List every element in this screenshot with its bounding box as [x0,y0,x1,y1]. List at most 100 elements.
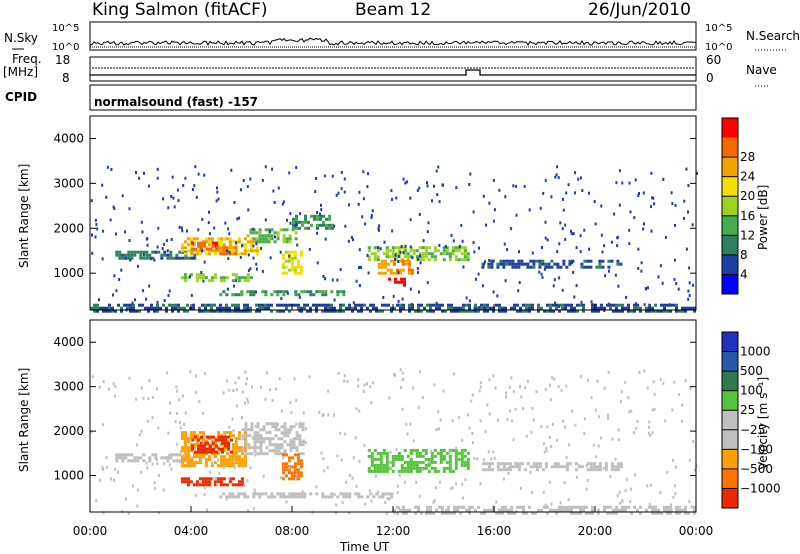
sky-panel-frame [89,21,697,51]
power-panel-region-4 [180,273,253,283]
colorbar-swatch [722,274,738,294]
velocity-colorbar-label: Velocity [m s⁻¹] [756,377,770,470]
y-tick-label: 1000 [53,266,84,280]
x-tick-label: 00:00 [679,524,714,538]
colorbar-swatch [722,118,738,138]
x-tick-label: 00:00 [73,524,108,538]
power-panel-region-12 [219,290,346,297]
velocity-panel-region-8 [219,492,394,499]
y-tick-label: 3000 [53,176,84,190]
power-panel-region-13 [90,303,696,313]
colorbar-swatch [722,429,738,450]
velocity-panel-region-9 [393,505,696,515]
velocity-panel-region-4 [241,422,305,456]
frequency-trace [90,69,696,76]
colorbar-swatch [722,332,738,352]
x-tick-label: 20:00 [578,524,613,538]
velocity-colorbar: 1000 500 100 25 −25 −100 −500 −1000 [721,331,781,509]
date-title: 26/Jun/2010 [588,0,691,20]
velocity-ylabel: Slant Range [km] [17,368,31,472]
power-panel-region-9 [377,259,414,275]
velocity-panel-region-7 [481,462,623,472]
power-colorbar-label: Power [dB] [756,185,770,250]
nave-right-label: Nave [746,63,777,77]
power-panel-region-10 [388,277,406,287]
y-tick-label: 4000 [53,335,84,349]
velocity-heatmap [90,368,698,515]
sky-tick-top: 10^5 [52,23,79,34]
colorbar-swatch [722,468,738,489]
x-tick-label: 16:00 [477,524,512,538]
colorbar-tick-label: 1000 [740,345,771,359]
x-tick-label: 04:00 [174,524,209,538]
colorbar-tick-label: −25 [740,423,765,437]
beam-title: Beam 12 [355,0,431,20]
colorbar-tick-label: 8 [740,248,748,262]
colorbar-swatch [722,176,738,197]
colorbar-swatch [722,449,738,469]
power-panel-region-7 [292,214,334,230]
station-title: King Salmon (fitACF) [92,0,268,20]
y-tick-label: 1000 [53,469,84,483]
freq-tick-bottom: 8 [62,71,70,85]
colorbar-tick-label: 24 [740,170,755,184]
velocity-panel-scatter [90,368,698,515]
freq-panel-frame [89,56,697,82]
y-tick-label: 3000 [53,380,84,394]
colorbar-swatch [722,351,738,372]
sky-noise-trace [89,37,697,46]
power-panel-region-11 [481,259,623,269]
colorbar-swatch [722,215,738,236]
velocity-panel-region-3 [180,477,244,487]
colorbar-frame [721,117,739,295]
sky-tick-bottom: 10^0 [52,42,79,53]
velocity-panel-region-2 [191,435,233,454]
power-panel-scatter [90,165,698,313]
power-heatmap [90,165,698,313]
velocity-panel-region-6 [367,448,470,473]
power-y-axis: 1000 2000 3000 4000 [53,131,696,280]
y-tick-label: 2000 [53,221,84,235]
power-panel-region-6 [281,250,303,275]
cpid-mode-text: normalsound (fast) -157 [94,95,258,109]
velocity-panel-region-5 [281,453,303,481]
search-right-label: N.Search [746,29,800,43]
time-axis-label: Time UT [339,540,390,554]
colorbar-tick-label: −100 [740,442,773,456]
time-axis: 00:00 04:00 08:00 12:00 16:00 20:00 00:00 [73,304,714,538]
freq-label-2: [MHz] [3,65,38,79]
cpid-label: CPID [5,90,37,104]
power-panel-frame [89,115,697,311]
cpid-panel-frame [89,84,697,111]
sky-left-label: N.Sky [4,31,38,45]
colorbar-swatch [722,157,738,177]
colorbar-tick-label: 16 [740,209,755,223]
colorbar-swatch [722,390,738,411]
colorbar-swatch [722,254,738,275]
colorbar-tick-label: 4 [740,267,748,281]
y-tick-label: 2000 [53,424,84,438]
velocity-y-axis: 1000 2000 3000 4000 [53,335,696,483]
colorbar-tick-label: 12 [740,228,755,242]
sky-tick-bottom-right: 10^0 [705,42,732,53]
colorbar-swatch [722,137,738,158]
power-ylabel: Slant Range [km] [17,164,31,268]
colorbar-swatch [722,488,738,508]
colorbar-swatch [722,196,738,216]
nave-tick-top: 60 [706,53,721,67]
colorbar-tick-label: 25 [740,403,755,417]
sky-tick-top-right: 10^5 [705,23,732,34]
colorbar-tick-label: 100 [740,384,763,398]
colorbar-swatch [722,371,738,391]
colorbar-frame [721,331,739,509]
colorbar-tick-label: 20 [740,189,755,203]
power-colorbar: 4 8 12 16 20 24 28 [721,117,755,295]
freq-tick-top: 18 [55,53,70,67]
colorbar-tick-label: 500 [740,364,763,378]
power-panel-region-8 [367,246,470,262]
x-tick-label: 12:00 [376,524,411,538]
colorbar-swatch [722,235,738,255]
x-tick-label: 08:00 [275,524,310,538]
nave-tick-bottom: 0 [706,71,714,85]
